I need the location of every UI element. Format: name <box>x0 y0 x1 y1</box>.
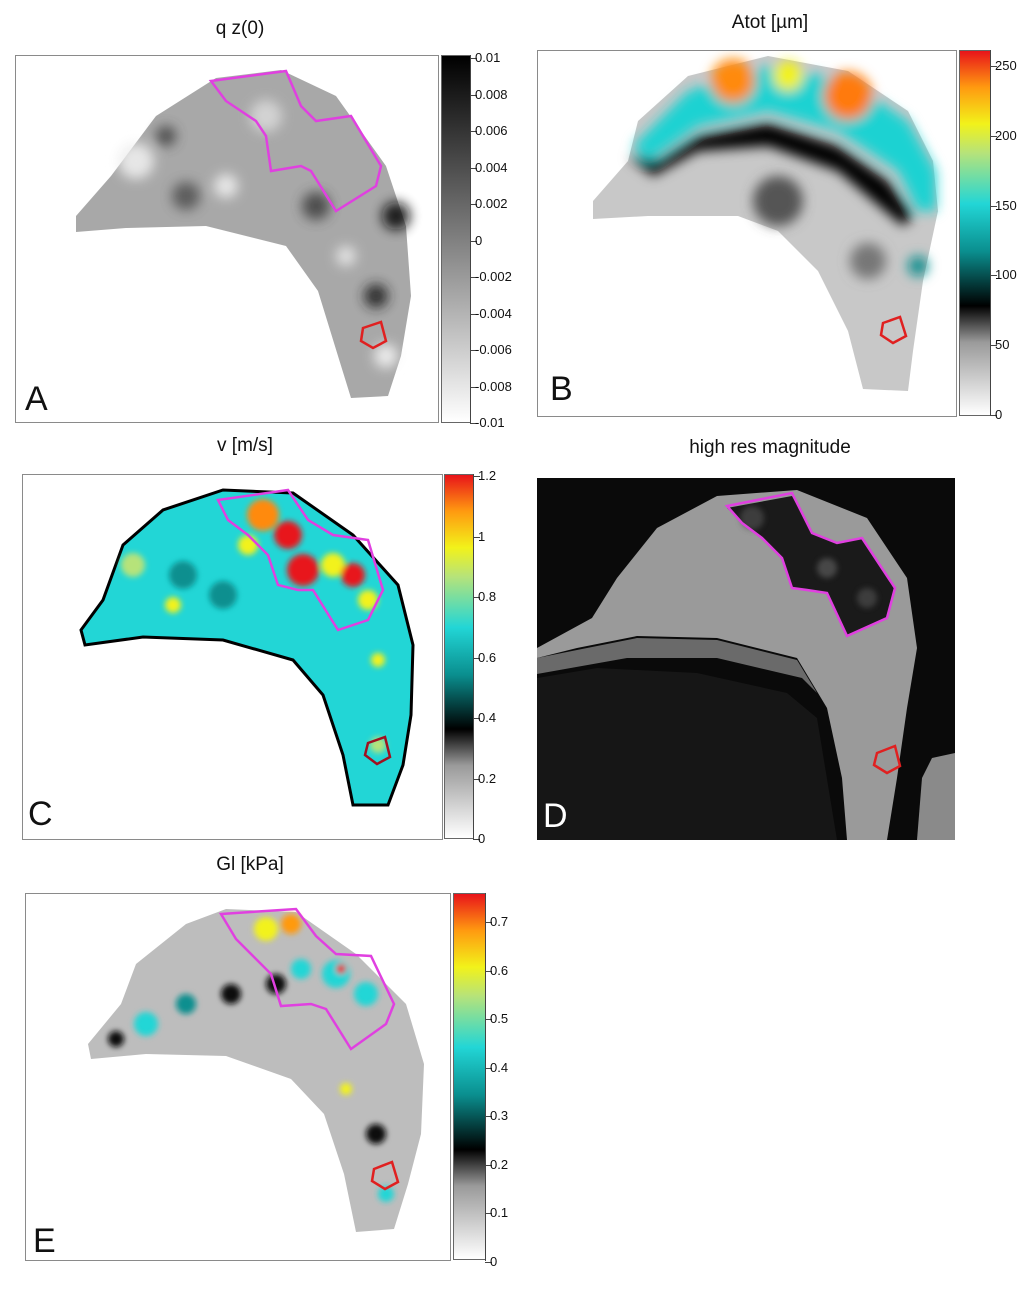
mri-magnitude-d <box>537 490 955 840</box>
panel-b-image <box>537 50 957 417</box>
colorbar-tick <box>470 386 477 388</box>
colorbar-tick <box>473 476 480 477</box>
panel-e-letter: E <box>33 1222 56 1260</box>
colorbar-tick <box>473 839 480 840</box>
colorbar-tick <box>990 205 997 207</box>
tissue-map-b <box>593 56 938 391</box>
panel-e-title: Gl [kPa] <box>216 854 284 875</box>
colorbar-tick <box>485 1164 492 1166</box>
colorbar-a <box>441 55 471 423</box>
colorbar-tick <box>990 415 997 416</box>
colorbar-tick-label: 0.2 <box>478 770 497 786</box>
panel-b-letter: B <box>550 370 573 408</box>
colorbar-tick <box>470 313 477 315</box>
colorbar-tick <box>990 135 997 137</box>
colorbar-tick-label: 0.002 <box>475 196 508 211</box>
colorbar-tick-label: 100 <box>995 267 1017 283</box>
colorbar-b <box>959 50 991 416</box>
small-region-outline-d <box>872 744 902 775</box>
colorbar-tick <box>470 58 477 59</box>
colorbar-tick <box>470 350 477 351</box>
tissue-map-e <box>88 909 424 1232</box>
colorbar-tick <box>473 718 480 719</box>
colorbar-tick-label: 0.4 <box>478 710 497 725</box>
colorbar-tick <box>485 1019 492 1020</box>
colorbar-tick-label: 0.3 <box>490 1108 509 1123</box>
colorbar-tick-label: 0.01 <box>475 50 501 65</box>
colorbar-tick <box>485 1261 492 1263</box>
colorbar-tick <box>470 131 477 132</box>
panel-a-letter: A <box>25 380 48 418</box>
colorbar-tick <box>990 345 997 347</box>
colorbar-e <box>453 893 486 1260</box>
colorbar-tick-label: 200 <box>995 127 1017 143</box>
colorbar-tick <box>473 597 480 598</box>
colorbar-tick <box>990 66 997 67</box>
colorbar-tick-label: 0.8 <box>478 589 497 604</box>
panel-c-title: v [m/s] <box>217 435 273 456</box>
colorbar-tick-label: 150 <box>995 197 1017 213</box>
colorbar-tick <box>473 657 480 659</box>
colorbar-tick-label: -0.01 <box>475 415 505 430</box>
small-region-outline-a <box>359 320 388 350</box>
colorbar-tick-label: 0.6 <box>490 962 509 978</box>
colorbar-tick <box>470 167 477 169</box>
colorbar-tick-label: 0 <box>490 1253 498 1269</box>
tissue-map-c <box>79 488 415 807</box>
colorbar-tick-label: 0 <box>995 407 1003 422</box>
small-region-outline-e <box>370 1160 400 1191</box>
colorbar-tick <box>485 1116 492 1117</box>
lesion-outline-a <box>208 69 383 213</box>
colorbar-tick-label: 0.004 <box>475 159 508 175</box>
panel-a-title: q z(0) <box>215 18 265 39</box>
lesion-outline-c <box>216 488 385 632</box>
colorbar-tick-label: -0.006 <box>475 342 512 357</box>
colorbar-tick-label: 1.2 <box>478 468 497 483</box>
panel-c-image <box>22 474 443 840</box>
colorbar-tick-label: 0.7 <box>490 914 509 929</box>
small-region-outline-c <box>363 735 392 766</box>
panel-a-image <box>15 55 439 423</box>
colorbar-tick-label: 0.5 <box>490 1011 509 1026</box>
colorbar-tick <box>470 423 477 424</box>
lesion-outline-d <box>724 491 897 638</box>
colorbar-tick-label: 0.008 <box>475 86 508 102</box>
panel-e-image <box>25 893 451 1261</box>
small-region-outline-b <box>879 315 908 345</box>
colorbar-tick <box>485 1067 492 1069</box>
colorbar-tick <box>485 1213 492 1214</box>
colorbar-tick <box>990 275 997 277</box>
colorbar-tick-label: 0.006 <box>475 123 508 138</box>
colorbar-tick-label: 0.6 <box>478 649 497 665</box>
colorbar-tick-label: 0.1 <box>490 1205 509 1220</box>
colorbar-tick <box>470 240 477 242</box>
panel-c-letter: C <box>28 795 53 833</box>
colorbar-tick-label: 50 <box>995 337 1010 353</box>
colorbar-tick <box>470 204 477 205</box>
colorbar-tick <box>470 94 477 96</box>
panel-d-image <box>537 478 955 840</box>
panel-b-title: Atot [µm] <box>731 12 809 33</box>
panel-d-title: high res magnitude <box>689 437 851 458</box>
colorbar-tick-label: 0 <box>475 232 483 248</box>
lesion-outline-e <box>218 907 396 1051</box>
colorbar-tick <box>470 277 477 278</box>
colorbar-tick-label: 1 <box>478 528 486 544</box>
colorbar-tick-label: 250 <box>995 58 1017 73</box>
colorbar-c <box>444 474 474 839</box>
colorbar-tick-label: 0.4 <box>490 1059 509 1075</box>
colorbar-tick <box>485 970 492 972</box>
colorbar-tick-label: -0.004 <box>475 305 512 321</box>
colorbar-tick-label: -0.002 <box>475 269 512 284</box>
colorbar-tick <box>473 778 480 780</box>
panel-d-letter: D <box>543 797 568 835</box>
colorbar-tick-label: 0 <box>478 831 486 846</box>
colorbar-tick <box>485 922 492 923</box>
colorbar-tick <box>473 536 480 538</box>
colorbar-tick-label: -0.008 <box>475 378 512 394</box>
colorbar-tick-label: 0.2 <box>490 1156 509 1172</box>
tissue-map-a <box>76 70 411 398</box>
